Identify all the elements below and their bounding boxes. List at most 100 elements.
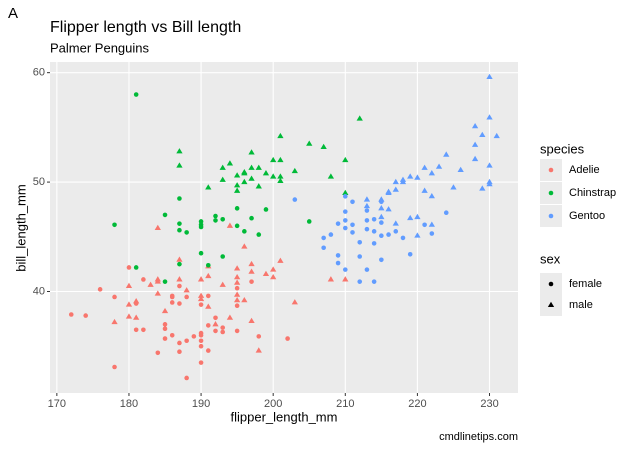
point bbox=[277, 156, 284, 163]
point bbox=[378, 205, 385, 211]
point bbox=[234, 223, 240, 229]
point bbox=[350, 222, 355, 228]
point bbox=[241, 178, 248, 185]
x-tick-label: 230 bbox=[480, 398, 498, 410]
point bbox=[379, 257, 384, 263]
point bbox=[212, 321, 219, 327]
point bbox=[233, 265, 241, 271]
point bbox=[213, 218, 218, 223]
point bbox=[493, 132, 500, 139]
point bbox=[169, 300, 175, 305]
point bbox=[292, 197, 298, 202]
point bbox=[126, 265, 132, 270]
legend-label: Adelie bbox=[569, 164, 600, 176]
point bbox=[342, 194, 348, 199]
point bbox=[176, 148, 183, 154]
point bbox=[177, 349, 182, 354]
point bbox=[479, 131, 486, 138]
point bbox=[154, 224, 161, 231]
point bbox=[471, 155, 479, 162]
point bbox=[198, 343, 204, 349]
point bbox=[234, 206, 240, 211]
legend-swatch bbox=[547, 301, 555, 307]
point bbox=[133, 327, 139, 333]
point bbox=[428, 221, 435, 227]
point bbox=[198, 338, 204, 344]
point bbox=[226, 160, 234, 166]
point bbox=[392, 220, 399, 226]
point bbox=[428, 170, 435, 176]
point bbox=[486, 73, 493, 80]
point bbox=[198, 222, 204, 228]
x-tick-label: 180 bbox=[120, 398, 138, 410]
point bbox=[141, 327, 146, 333]
point bbox=[270, 273, 277, 280]
point bbox=[241, 296, 248, 303]
point bbox=[205, 293, 211, 299]
point bbox=[364, 226, 370, 232]
point bbox=[233, 172, 241, 178]
point bbox=[363, 196, 371, 202]
point bbox=[169, 293, 175, 299]
point bbox=[234, 303, 240, 309]
point bbox=[177, 301, 182, 306]
point bbox=[407, 252, 413, 257]
point bbox=[197, 276, 205, 282]
point bbox=[407, 173, 414, 179]
point bbox=[162, 212, 168, 218]
point bbox=[486, 162, 493, 168]
point bbox=[176, 256, 183, 262]
point bbox=[213, 315, 218, 321]
point bbox=[241, 243, 248, 249]
point bbox=[133, 92, 139, 97]
point bbox=[277, 177, 284, 183]
point bbox=[248, 268, 255, 274]
point bbox=[393, 229, 399, 234]
point bbox=[220, 329, 226, 335]
x-tick-label: 190 bbox=[192, 398, 210, 410]
point bbox=[386, 232, 391, 237]
point bbox=[263, 207, 269, 212]
y-tick-label: 40 bbox=[33, 285, 45, 297]
point bbox=[342, 189, 349, 196]
point bbox=[233, 296, 241, 303]
x-axis-title: flipper_length_mm bbox=[231, 409, 338, 424]
point bbox=[379, 233, 384, 239]
point bbox=[392, 186, 399, 192]
point bbox=[429, 231, 435, 236]
point bbox=[321, 245, 326, 251]
point bbox=[277, 173, 284, 179]
point bbox=[155, 350, 161, 356]
point bbox=[184, 294, 189, 300]
point bbox=[291, 167, 298, 174]
point bbox=[270, 173, 277, 179]
point bbox=[219, 281, 226, 287]
point bbox=[321, 235, 326, 241]
point bbox=[220, 325, 226, 330]
x-tick-label: 210 bbox=[336, 398, 354, 410]
point bbox=[306, 219, 312, 224]
point bbox=[112, 364, 117, 370]
point bbox=[342, 156, 349, 163]
legend-swatch bbox=[548, 281, 554, 287]
point bbox=[443, 151, 450, 157]
point bbox=[169, 332, 175, 338]
point bbox=[357, 239, 363, 245]
point bbox=[112, 294, 117, 300]
point bbox=[177, 196, 182, 201]
legend-title: sex bbox=[540, 251, 561, 266]
point bbox=[422, 222, 427, 228]
point bbox=[277, 257, 284, 263]
point bbox=[161, 307, 169, 314]
point bbox=[256, 334, 262, 339]
legend-swatch bbox=[548, 213, 554, 219]
point bbox=[350, 230, 355, 235]
point bbox=[234, 328, 240, 334]
point bbox=[154, 276, 161, 282]
point bbox=[392, 178, 399, 185]
point bbox=[342, 209, 348, 214]
point bbox=[270, 156, 277, 163]
point bbox=[479, 185, 486, 191]
point bbox=[414, 213, 421, 220]
